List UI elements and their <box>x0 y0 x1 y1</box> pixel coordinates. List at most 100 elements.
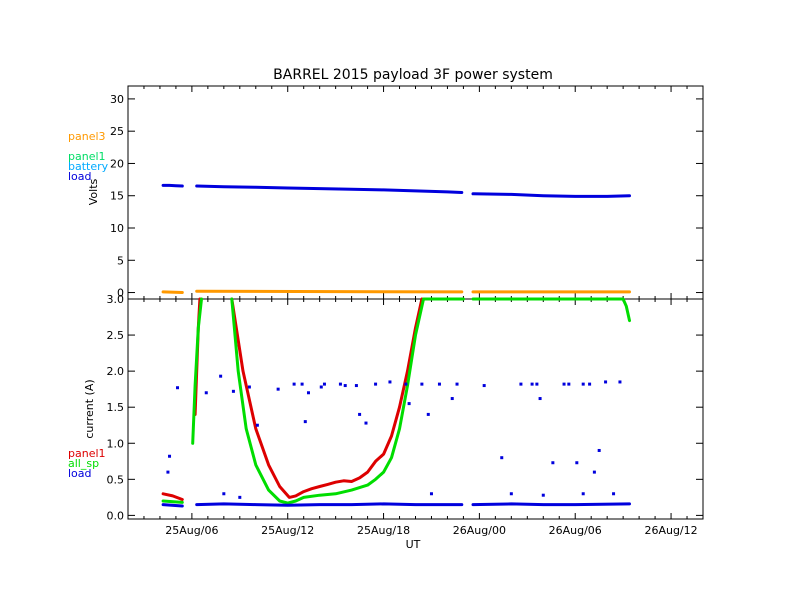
y-tick-label: 3.0 <box>107 293 125 306</box>
load-spike-point <box>303 420 307 424</box>
load-spike-point <box>420 382 424 386</box>
load-spike-point <box>581 382 585 386</box>
legend-panel1-current: panel1 <box>68 447 106 460</box>
load-spike-point <box>343 384 347 388</box>
series-line-panel3 <box>161 290 184 294</box>
y-tick-label: 30 <box>110 93 124 106</box>
series-line-load <box>471 502 631 507</box>
load-spike-point <box>575 461 579 465</box>
voltage-plot-frame <box>127 85 704 300</box>
load-spike-point <box>354 384 358 388</box>
load-spike-point <box>618 380 622 384</box>
load-spike-point <box>500 456 504 460</box>
y-tick-label: 5 <box>117 254 124 267</box>
load-spike-point <box>509 492 513 496</box>
y-tick-label: 0 <box>117 287 124 300</box>
load-spike-point <box>604 380 608 384</box>
load-spike-point <box>535 382 539 386</box>
x-tick-label: 26Aug/06 <box>549 524 602 537</box>
series-line-load <box>161 503 184 508</box>
load-spike-point <box>562 382 566 386</box>
legend-load: load <box>68 170 92 183</box>
x-tick-label: 25Aug/12 <box>261 524 314 537</box>
load-spike-point <box>407 402 411 406</box>
chart-title: BARREL 2015 payload 3F power system <box>273 67 553 83</box>
legend-all-sp: all_sp <box>68 457 99 470</box>
load-spike-point <box>255 423 259 427</box>
series-line-load <box>161 183 184 188</box>
y-tick-label: 15 <box>110 190 124 203</box>
load-spike-point <box>530 382 534 386</box>
x-tick-label: 25Aug/18 <box>357 524 410 537</box>
y-tick-label: 10 <box>110 222 124 235</box>
series-line-all-sp <box>191 297 203 445</box>
current-panel: current (A) panel1 all_sp load <box>68 298 704 520</box>
load-spike-point <box>364 421 368 425</box>
load-spike-point <box>300 382 304 386</box>
y-tick-label: 0.0 <box>107 509 125 522</box>
load-spike-point <box>538 397 542 401</box>
series-line-all-sp <box>471 297 631 323</box>
y-tick-label: 1.0 <box>107 437 125 450</box>
load-spike-point <box>231 389 235 393</box>
series-line-all-sp <box>161 499 184 504</box>
series-line-panel1 <box>161 492 184 501</box>
legend-battery: battery <box>68 160 109 173</box>
y-tick-label: 1.5 <box>107 401 125 414</box>
load-spike-point <box>319 385 323 389</box>
load-spike-point <box>388 380 392 384</box>
x-axis-label: UT <box>406 538 421 551</box>
voltage-legend: panel3 panel1 battery load <box>68 130 109 183</box>
load-spike-point <box>581 492 585 496</box>
load-spike-point <box>597 448 601 452</box>
load-spike-point <box>404 382 408 386</box>
load-spike-point <box>519 382 523 386</box>
load-spike-point <box>306 391 310 395</box>
y-tick-label: 25 <box>110 125 124 138</box>
legend-panel1: panel1 <box>68 150 106 163</box>
series-line-load <box>471 192 631 198</box>
y-tick-label: 20 <box>110 157 124 170</box>
load-spike-point <box>455 382 459 386</box>
load-spike-point <box>450 397 454 401</box>
load-spike-point <box>541 493 545 497</box>
load-spike-point <box>238 495 242 499</box>
load-spike-point <box>292 382 296 386</box>
load-spike-point <box>374 382 378 386</box>
y-tick-label: 0.5 <box>107 473 125 486</box>
load-spike-point <box>176 386 180 390</box>
chart-marks: 25Aug/06 25Aug/12 25Aug/18 26Aug/00 26Aug/06… <box>107 86 704 537</box>
series-line-load <box>195 502 464 507</box>
load-spike-point <box>168 454 172 458</box>
series-line-all-sp <box>230 297 465 505</box>
x-tick-label: 26Aug/12 <box>644 524 697 537</box>
load-spike-point <box>358 412 362 416</box>
legend-load-current: load <box>68 467 92 480</box>
load-spike-point <box>588 382 592 386</box>
load-spike-point <box>592 470 596 474</box>
load-spike-point <box>429 492 433 496</box>
load-spike-point <box>204 391 208 395</box>
load-spike-point <box>437 382 441 386</box>
load-spike-point <box>219 374 223 378</box>
load-spike-point <box>338 382 342 386</box>
y-tick-label: 2.0 <box>107 365 125 378</box>
load-spike-point <box>222 492 226 496</box>
load-spike-point <box>612 492 616 496</box>
voltage-ylabel: Volts <box>87 178 100 205</box>
x-tick-label: 25Aug/06 <box>165 524 218 537</box>
current-ylabel: current (A) <box>83 379 96 438</box>
load-spike-point <box>426 412 430 416</box>
load-spike-point <box>551 461 555 465</box>
current-legend: panel1 all_sp load <box>68 447 106 480</box>
series-line-load <box>195 184 464 194</box>
load-spike-point <box>247 385 251 389</box>
load-spike-point <box>322 382 326 386</box>
load-spike-point <box>567 382 571 386</box>
series-line-panel1 <box>230 297 424 499</box>
y-tick-label: 2.5 <box>107 329 125 342</box>
series-line-panel3 <box>195 289 464 294</box>
load-spike-point <box>482 384 486 388</box>
legend-panel3: panel3 <box>68 130 106 143</box>
